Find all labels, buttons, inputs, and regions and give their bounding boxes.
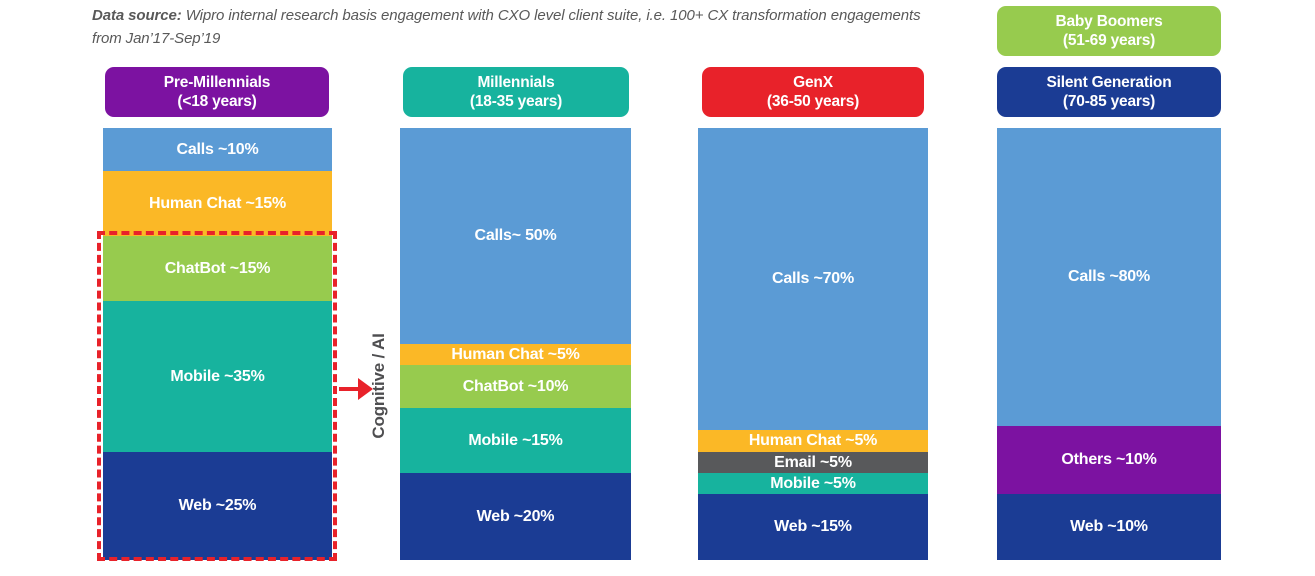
segment-label: Calls ~10%: [176, 140, 259, 158]
source-note-text: Wipro internal research basis engagement…: [92, 7, 921, 48]
header-line1: Baby Boomers: [1055, 12, 1163, 30]
header-line2: (51-69 years): [1062, 32, 1156, 49]
segment-label: Web ~25%: [178, 497, 257, 514]
header-silent-generation: Silent Generation (70-85 years): [997, 67, 1221, 117]
segment-label: ChatBot ~15%: [164, 259, 271, 277]
segment-label: Human Chat ~5%: [451, 345, 580, 363]
segment-chatbot: ChatBot ~10%: [400, 365, 631, 408]
header-line1: Silent Generation: [1046, 73, 1172, 91]
source-note: Data source: Wipro internal research bas…: [92, 4, 932, 51]
segment-web: Web ~15%: [698, 494, 928, 560]
header-line2: (18-35 years): [469, 93, 563, 110]
segment-label: Web ~20%: [476, 507, 555, 525]
segment-chatbot: ChatBot ~15%: [103, 236, 332, 301]
segment-label: Web ~15%: [774, 518, 852, 535]
header-line1: Pre-Millennials: [163, 73, 271, 91]
segment-label: Web ~10%: [1070, 518, 1148, 535]
segment-label: Mobile ~15%: [468, 431, 563, 449]
segment-label: Others ~10%: [1061, 451, 1157, 468]
segment-web: Web ~20%: [400, 473, 631, 560]
header-line2: (70-85 years): [1062, 93, 1156, 110]
bar-millennials: Calls~ 50% Human Chat ~5% ChatBot ~10% M…: [400, 128, 631, 560]
segment-web: Web ~25%: [103, 452, 332, 560]
header-millennials: Millennials (18-35 years): [403, 67, 629, 117]
bar-genx: Calls ~70% Human Chat ~5% Email ~5% Mobi…: [698, 128, 928, 560]
segment-calls: Calls ~10%: [103, 128, 332, 171]
segment-web: Web ~10%: [997, 494, 1221, 560]
bar-pre-millennials: Calls ~10% Human Chat ~15% ChatBot ~15% …: [103, 128, 332, 560]
segment-mobile: Mobile ~5%: [698, 473, 928, 494]
segment-label: Calls ~80%: [1067, 268, 1151, 285]
segment-label: Human Chat ~5%: [748, 432, 878, 449]
segment-calls: Calls ~70%: [698, 128, 928, 430]
header-line2: (36-50 years): [766, 93, 860, 110]
segment-human-chat: Human Chat ~15%: [103, 171, 332, 236]
segment-mobile: Mobile ~15%: [400, 408, 631, 473]
cognitive-ai-label: Cognitive / AI: [369, 333, 388, 439]
bar-boomers-silent: Calls ~80% Others ~10% Web ~10%: [997, 128, 1221, 560]
header-pre-millennials: Pre-Millennials (<18 years): [105, 67, 329, 117]
segment-mobile: Mobile ~35%: [103, 301, 332, 452]
segment-calls: Calls~ 50%: [400, 128, 631, 344]
segment-label: Human Chat ~15%: [148, 194, 287, 212]
cognitive-ai-arrowhead-icon: [358, 378, 373, 400]
header-line1: GenX: [793, 73, 833, 91]
segment-label: ChatBot ~10%: [462, 377, 569, 395]
segment-human-chat: Human Chat ~5%: [400, 344, 631, 365]
segment-label: Calls ~70%: [771, 270, 855, 287]
header-line1: Millennials: [477, 73, 555, 91]
segment-others: Others ~10%: [997, 426, 1221, 494]
source-note-prefix: Data source:: [92, 7, 182, 24]
segment-label: Mobile ~5%: [770, 474, 856, 492]
segment-email: Email ~5%: [698, 452, 928, 473]
segment-label: Email ~5%: [774, 453, 852, 471]
segment-label: Calls~ 50%: [474, 227, 557, 244]
cognitive-ai-arrow: [339, 387, 360, 391]
segment-label: Mobile ~35%: [170, 367, 265, 385]
header-line2: (<18 years): [177, 93, 257, 110]
header-genx: GenX (36-50 years): [702, 67, 924, 117]
segment-calls: Calls ~80%: [997, 128, 1221, 426]
segment-human-chat: Human Chat ~5%: [698, 430, 928, 452]
header-baby-boomers: Baby Boomers (51-69 years): [997, 6, 1221, 56]
